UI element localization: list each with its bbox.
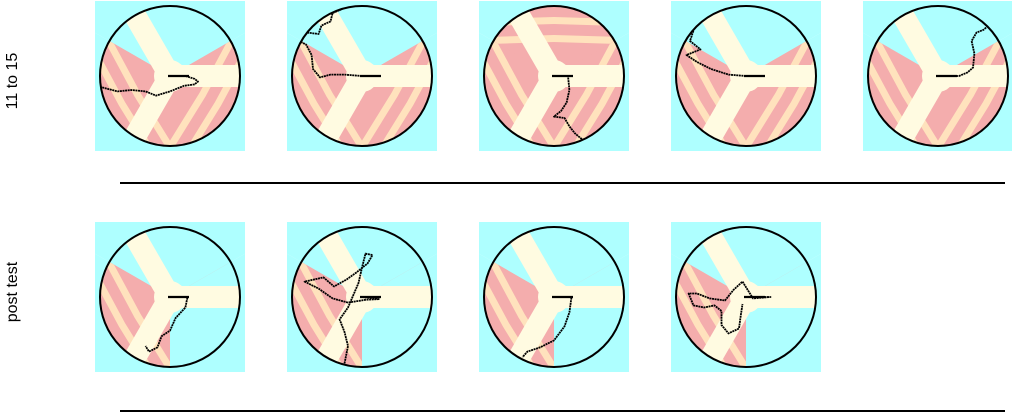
cream-stripe <box>362 19 432 146</box>
maze-panel-svg <box>95 222 245 372</box>
maze-arm <box>554 286 624 308</box>
cream-stripe <box>676 240 746 367</box>
pool-border <box>291 226 433 368</box>
cream-stripe <box>100 240 170 367</box>
pool-border <box>867 5 1009 147</box>
panel-r1-c1 <box>95 1 245 151</box>
cream-stripe <box>676 19 746 146</box>
maze-arm <box>746 65 816 87</box>
swim-path <box>101 75 199 97</box>
pool-border <box>675 5 817 147</box>
row-label-text-2: post test <box>4 261 21 323</box>
cream-stripe <box>868 19 938 146</box>
separator-line-2 <box>120 410 1005 412</box>
row-label-text-1: 11 to 15 <box>4 52 21 110</box>
maze-arm <box>170 286 240 308</box>
cream-stripe <box>746 19 816 146</box>
pool-border <box>291 5 433 147</box>
swim-path <box>521 296 573 358</box>
separator-line-1 <box>120 182 1005 184</box>
cream-stripe <box>170 19 240 146</box>
swim-path <box>687 280 772 335</box>
panel-r1-c5 <box>863 1 1012 151</box>
panel-r1-c2 <box>287 1 437 151</box>
pool-border <box>99 5 241 147</box>
panel-r2-c4 <box>671 222 821 372</box>
pool-border <box>675 226 817 368</box>
cream-stripe <box>938 19 1008 146</box>
swim-path <box>298 8 363 79</box>
swim-path <box>553 75 584 142</box>
swim-path <box>685 19 747 77</box>
maze-arm <box>554 65 624 87</box>
maze-panel-svg <box>95 1 245 151</box>
maze-panel-svg <box>287 222 437 372</box>
swim-path <box>144 296 189 353</box>
maze-panel-svg <box>671 1 821 151</box>
cream-stripe <box>292 240 362 367</box>
maze-panel-svg <box>479 1 629 151</box>
panel-r2-c1 <box>95 222 245 372</box>
maze-panel-svg <box>863 1 1012 151</box>
cream-stripe <box>484 19 554 146</box>
panel-r2-c3 <box>479 222 629 372</box>
cream-stripe <box>554 19 624 146</box>
maze-panel-svg <box>479 222 629 372</box>
maze-arm <box>170 65 240 87</box>
panel-r1-c4 <box>671 1 821 151</box>
pool-border <box>99 226 241 368</box>
cream-stripe <box>100 19 170 146</box>
pool-border <box>483 226 625 368</box>
maze-panel-svg <box>287 1 437 151</box>
maze-panel-svg <box>671 222 821 372</box>
swim-path <box>938 23 996 77</box>
row-label-1: 11 to 15 <box>0 1 26 161</box>
cream-stripe <box>484 240 554 367</box>
pool-border <box>483 5 625 147</box>
panel-r2-c2 <box>287 222 437 372</box>
row-label-2: post test <box>0 212 26 372</box>
maze-arm <box>938 65 1008 87</box>
maze-arm <box>746 286 816 308</box>
maze-arm <box>362 65 432 87</box>
swim-path <box>303 252 381 364</box>
cream-stripe <box>292 19 362 146</box>
maze-arm <box>362 286 432 308</box>
panel-r1-c3 <box>479 1 629 151</box>
